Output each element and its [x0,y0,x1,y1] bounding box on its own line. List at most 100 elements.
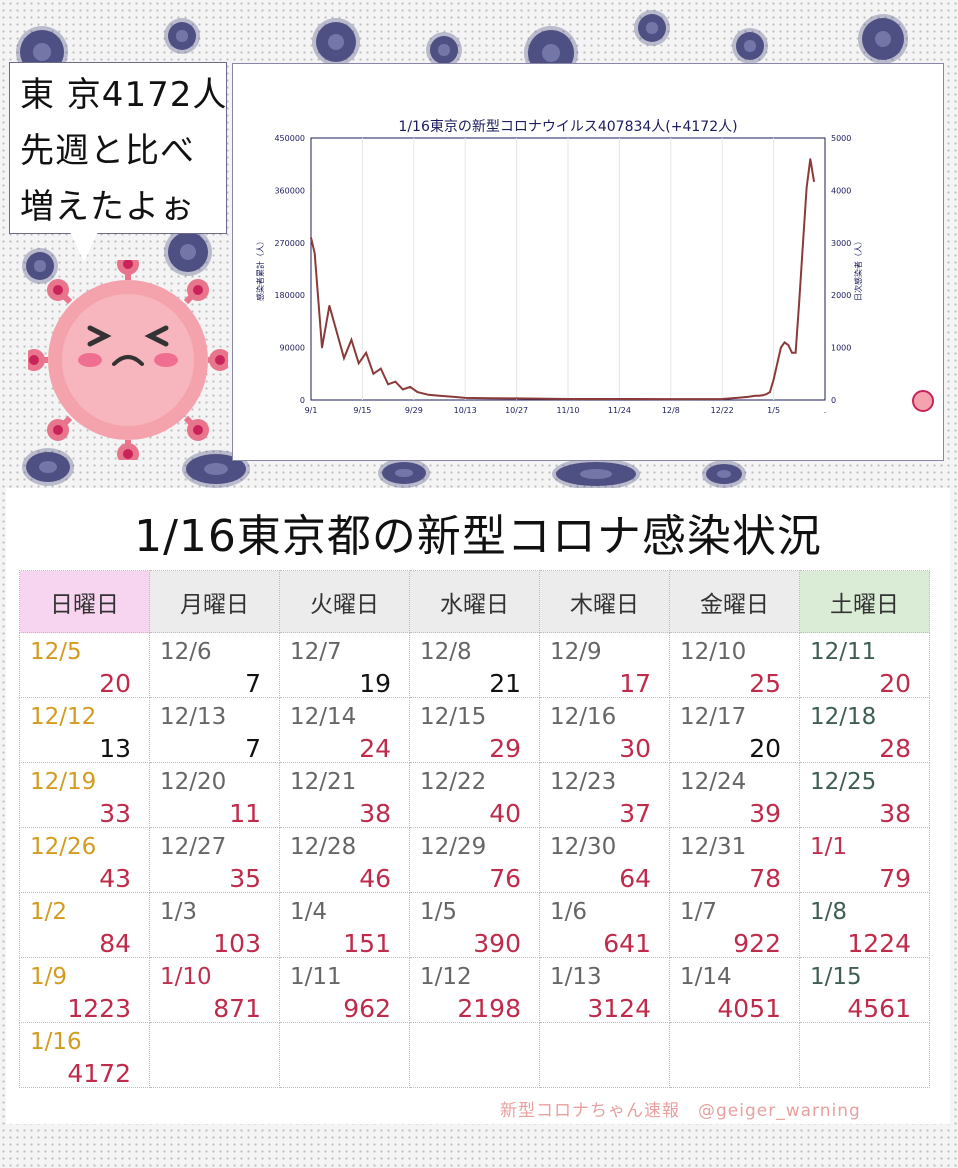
data-point [438,395,441,397]
data-point [427,393,430,396]
x-tick-label: 9/1 [305,406,318,415]
left-tick-label: 90000 [280,344,305,353]
virus-decoration [706,464,742,484]
case-count: 641 [603,929,651,958]
case-count: 1224 [847,929,911,958]
credit-text: 新型コロナちゃん速報 @geiger_warning [500,1101,861,1121]
date-label: 1/14 [680,964,732,990]
case-count: 84 [99,929,131,958]
date-label: 1/12 [420,964,472,990]
virus-decoration [638,14,666,42]
weekday-header: 木曜日 [539,570,670,633]
date-label: 1/6 [550,899,588,925]
case-count: 962 [343,994,391,1023]
case-count: 30 [619,734,651,763]
case-count: 46 [359,864,391,893]
date-label: 12/30 [550,834,617,860]
date-label: 1/9 [30,964,68,990]
virus-decoration [26,452,70,482]
day-cell: 1/3 103 [149,892,280,958]
day-cell: 1/11 962 [279,957,410,1023]
date-label: 12/7 [290,639,342,665]
data-point [313,252,316,255]
right-tick-label: 1000 [831,344,851,353]
case-count: 20 [99,669,131,698]
data-point [736,397,738,399]
data-point [335,331,338,333]
virus-decoration [736,32,764,60]
data-point [721,398,723,400]
weekday-header: 水曜日 [409,570,540,633]
day-cell: 12/26 43 [19,827,150,893]
day-cell: 12/5 20 [19,632,150,698]
data-point [772,378,775,381]
day-cell: 12/21 38 [279,762,410,828]
date-label: 12/21 [290,769,357,795]
right-tick-label: 5000 [831,134,851,143]
virus-decoration [26,252,54,280]
data-point [328,304,331,307]
case-count: 13 [99,734,131,763]
date-label: 12/24 [680,769,747,795]
date-label: 12/13 [160,704,227,730]
table-row: 12/12 13 12/13 7 12/14 24 12/15 29 12/16 30 12/17 2… [19,697,930,763]
table-row: 1/2 84 1/3 103 1/4 151 1/5 390 1/6 641 1/7 922 1/8 12… [19,892,930,958]
speech-bubble-tail [70,232,98,262]
date-label: 1/13 [550,964,602,990]
case-count: 21 [489,669,521,698]
date-label: 1/16 [30,1029,82,1055]
case-count: 28 [879,734,911,763]
case-count: 37 [619,799,651,828]
day-cell: 12/30 64 [539,827,670,893]
table-row: 1/16 4172 [19,1022,930,1088]
day-cell: 1/14 4051 [669,957,800,1023]
date-label: 12/12 [30,704,97,730]
day-cell: 1/6 641 [539,892,670,958]
day-cell: 12/24 39 [669,762,800,828]
left-tick-label: 450000 [274,134,305,143]
case-count: 38 [879,799,911,828]
case-count: 11 [229,799,261,828]
table-panel: 1/16東京都の新型コロナ感染状況 日曜日 月曜日 火曜日 水曜日 木曜日 金曜日 土曜日 … [6,488,950,1124]
date-label: 12/14 [290,704,357,730]
data-point [372,373,375,375]
date-label: 12/10 [680,639,747,665]
right-tick-label: 3000 [831,239,851,248]
left-axis-label: 感染者累計（人） [255,237,265,301]
virus-decoration [316,22,356,62]
day-cell: 12/16 30 [539,697,670,763]
x-tick-label: 9/29 [405,406,423,415]
case-count: 33 [99,799,131,828]
weekday-header: 日曜日 [19,570,150,633]
case-count: 38 [359,799,391,828]
chart-panel: 1/16東京の新型コロナウイルス407834人(+4172人) 0 90000 180… [232,63,944,461]
x-tick-label: 11/10 [556,406,579,415]
small-virus-icon [912,390,934,412]
day-cell: 12/13 7 [149,697,280,763]
data-point [791,352,793,354]
day-cell: 12/11 20 [799,632,930,698]
date-label: 12/9 [550,639,602,665]
day-cell: 1/5 390 [409,892,540,958]
day-cell: 1/2 84 [19,892,150,958]
day-cell: 1/8 1224 [799,892,930,958]
x-tick-label: . [824,406,827,415]
data-point [357,362,360,365]
right-axis-label: 日次感染者（人） [853,237,863,301]
virus-decoration [862,18,904,60]
data-point [618,398,621,400]
date-label: 12/27 [160,834,227,860]
date-label: 12/20 [160,769,227,795]
day-cell: 12/18 28 [799,697,930,763]
virus-decoration [168,232,208,272]
day-cell: 1/9 1223 [19,957,150,1023]
data-point [379,367,382,370]
data-point [394,380,397,383]
case-count: 390 [473,929,521,958]
x-tick-label: 12/8 [662,406,680,415]
data-point [515,397,518,400]
data-point [787,344,790,346]
virus-decoration [382,462,426,484]
case-count: 35 [229,864,261,893]
x-tick-label: 10/13 [454,406,477,415]
